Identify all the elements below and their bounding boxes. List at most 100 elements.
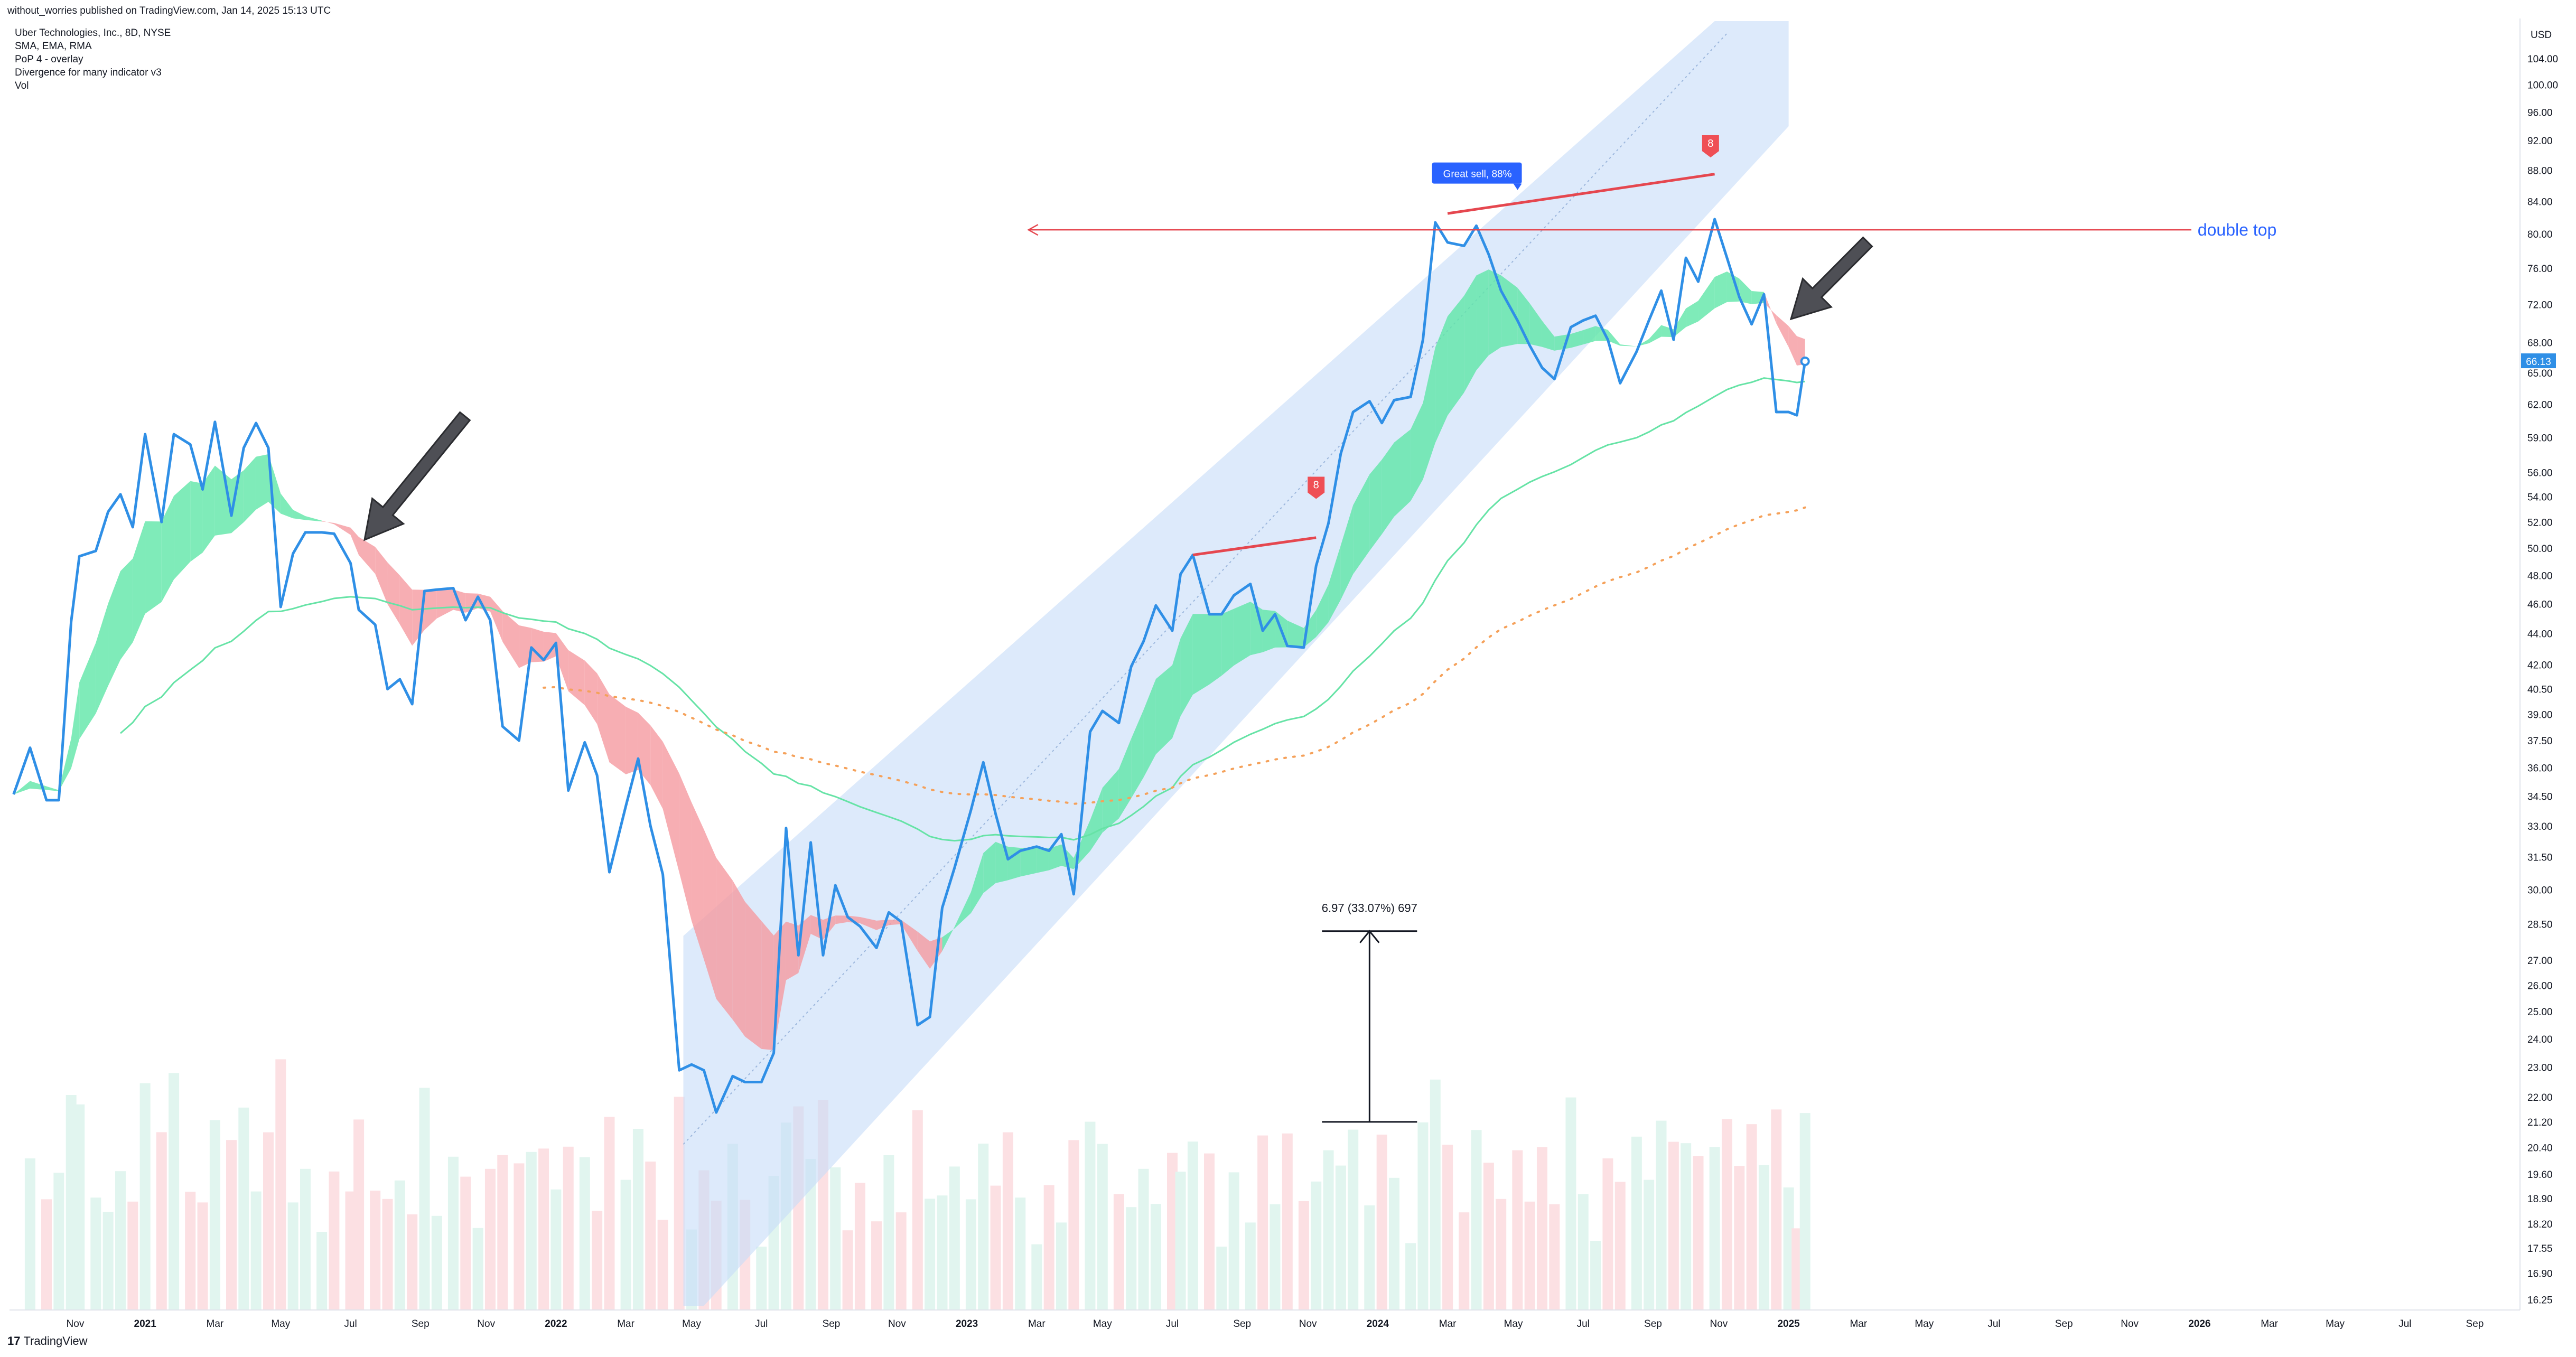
volume-bar — [127, 1201, 138, 1310]
volume-bar — [1085, 1121, 1096, 1310]
volume-bar — [431, 1215, 442, 1310]
x-tick-label: Jul — [344, 1318, 357, 1330]
band-segment — [1303, 610, 1317, 648]
y-tick-label: 16.25 — [2527, 1295, 2553, 1306]
band-segment — [1090, 788, 1103, 851]
band-segment — [692, 802, 704, 960]
x-tick-label: Sep — [1644, 1318, 1662, 1330]
band-segment — [983, 841, 996, 893]
band-segment — [1529, 303, 1542, 347]
band-segment — [1353, 474, 1370, 575]
band-segment — [399, 575, 413, 646]
volume-bar — [263, 1132, 274, 1310]
volume-bar — [238, 1107, 249, 1310]
tradingview-logo-icon: 17 — [7, 1334, 21, 1347]
band-segment — [1608, 330, 1620, 346]
indicator-legend[interactable]: Uber Technologies, Inc., 8D, NYSE SMA, E… — [15, 26, 171, 92]
pointer-arrow-icon — [1789, 236, 1873, 321]
volume-bar — [382, 1199, 393, 1310]
legend-pop[interactable]: PoP 4 - overlay — [15, 54, 83, 65]
y-tick-label: 27.00 — [2527, 956, 2553, 967]
x-tick-label: Mar — [207, 1318, 224, 1330]
y-tick-label: 59.00 — [2527, 433, 2553, 444]
volume-bar — [1417, 1122, 1429, 1310]
band-segment — [1020, 847, 1037, 877]
x-tick-label: Jul — [1577, 1318, 1590, 1330]
band-segment — [202, 465, 215, 553]
y-tick-label: 17.55 — [2527, 1243, 2553, 1255]
tradingview-brand: TradingView — [23, 1334, 88, 1347]
volume-bar — [657, 1220, 668, 1310]
moving-average-lines — [12, 218, 1810, 1114]
tradingview-footer[interactable]: 17 TradingView — [7, 1334, 88, 1348]
signal-marker-icon — [1702, 135, 1719, 157]
x-tick-label: Mar — [2261, 1318, 2278, 1330]
band-segment — [145, 521, 162, 614]
volume-bar — [1126, 1207, 1137, 1310]
volume-bar — [1245, 1222, 1256, 1310]
x-tick-label: Jul — [1987, 1318, 2000, 1330]
volume-bar — [871, 1221, 882, 1310]
divergence-line-2 — [1447, 173, 1715, 215]
volume-bar — [805, 1159, 816, 1310]
legend-ma[interactable]: SMA, EMA, RMA — [15, 41, 92, 52]
x-tick-label: Sep — [1233, 1318, 1251, 1330]
band-segment — [1595, 326, 1608, 341]
volume-bar — [937, 1195, 948, 1310]
volume-bar — [300, 1168, 311, 1310]
volume-bar — [1323, 1150, 1334, 1310]
band-segment — [161, 495, 174, 602]
measure-label: 6.97 (33.07%) 697 — [1322, 902, 1417, 915]
legend-divergence[interactable]: Divergence for many indicator v3 — [15, 67, 162, 78]
band-segment — [704, 829, 716, 999]
y-tick-label: 80.00 — [2527, 229, 2553, 240]
annotations[interactable]: double top 8 8 Great sell, 88% 6.97 (33.07%)… — [363, 135, 2276, 1123]
legend-symbol[interactable]: Uber Technologies, Inc., 8D, NYSE — [15, 27, 171, 39]
band-segment — [1131, 709, 1144, 799]
sma-line — [120, 377, 1805, 842]
band-segment — [1739, 278, 1752, 304]
y-tick-label: 50.00 — [2527, 544, 2553, 555]
band-segment — [597, 673, 610, 763]
volume-bar — [563, 1146, 574, 1310]
y-tick-label: 24.00 — [2527, 1034, 2553, 1045]
band-segment — [1234, 602, 1250, 666]
legend-vol[interactable]: Vol — [15, 80, 29, 91]
volume-bar — [1257, 1135, 1268, 1310]
band-segment — [1180, 614, 1193, 716]
band-segment — [1673, 308, 1686, 338]
band-segment — [662, 741, 679, 873]
volume-bar — [1471, 1130, 1482, 1310]
volume-bar — [41, 1199, 52, 1310]
x-tick-label: 2022 — [545, 1318, 567, 1330]
volume-bar — [53, 1173, 64, 1310]
volume-bar — [1799, 1113, 1810, 1310]
band-segment — [745, 902, 762, 1049]
axes: 104.00 100.00 96.00 92.00 88.00 84.00 80.00 76.… — [10, 18, 2558, 1330]
y-tick-label: 84.00 — [2527, 196, 2553, 208]
band-segment — [1571, 330, 1583, 348]
band-segment — [679, 773, 692, 921]
band-segment — [568, 650, 585, 705]
volume-bar — [604, 1117, 615, 1310]
y-tick-label: 62.00 — [2527, 400, 2553, 411]
band-segment — [214, 465, 231, 536]
volume-bar — [1709, 1147, 1720, 1310]
band-segment — [1369, 460, 1382, 551]
volume-bar — [1783, 1187, 1794, 1310]
y-tick-label: 37.50 — [2527, 736, 2553, 747]
great-sell-pointer — [1513, 183, 1522, 190]
x-tick-label: Sep — [2055, 1318, 2073, 1330]
volume-bar — [1602, 1158, 1613, 1310]
volume-bar — [526, 1152, 537, 1310]
band-segment — [375, 547, 388, 604]
y-tick-label: 68.00 — [2527, 338, 2553, 349]
band-segment — [281, 493, 293, 519]
y-tick-label: 72.00 — [2527, 300, 2553, 311]
great-sell-label: Great sell, 88% — [1443, 169, 1512, 180]
volume-bar — [1187, 1141, 1198, 1310]
volume-bar — [139, 1083, 151, 1310]
x-tick-label: May — [682, 1318, 701, 1330]
band-segment — [1763, 292, 1777, 324]
